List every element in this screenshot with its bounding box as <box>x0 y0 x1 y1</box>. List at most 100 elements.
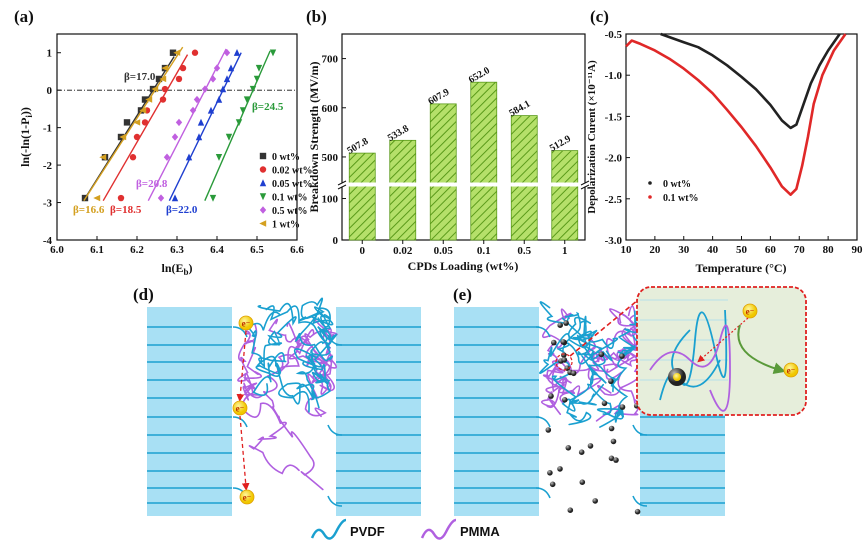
x-tick-label: 80 <box>823 244 835 256</box>
series-0-05-wt-: β=22.0 0.05 wt% <box>166 49 313 216</box>
electron-icon: e⁻ <box>238 315 254 331</box>
y-tick-label: -3 <box>43 198 53 210</box>
x-tick-label: 6.0 <box>50 244 64 256</box>
data-point <box>175 75 183 83</box>
zoom-callout-line <box>569 299 639 357</box>
axis-break-mark <box>337 184 347 190</box>
electron-label: e⁻ <box>243 493 252 503</box>
diagram-d-pristine: e⁻ e⁻ e⁻ <box>147 297 421 516</box>
y-tick-label: 600 <box>322 103 339 115</box>
cpd-particle <box>561 357 568 363</box>
x-tick-label: 6.2 <box>130 244 144 256</box>
pvdf-tie-chain <box>632 424 648 436</box>
y-tick-label: 1 <box>47 48 53 60</box>
legend-label: 0 wt% <box>663 179 691 190</box>
legend-marker <box>259 166 267 173</box>
data-point <box>151 85 159 93</box>
pvdf-tie-chain <box>232 326 248 338</box>
data-point <box>171 133 179 141</box>
pvdf-tie-chain <box>327 424 343 436</box>
trapped-electron-icon <box>668 368 686 386</box>
inset-frame <box>636 286 807 416</box>
legend-marker <box>259 206 267 214</box>
series-0-1-wt-: 0.1 wt% <box>625 33 847 204</box>
panel-label-b: (b) <box>306 7 327 26</box>
data-point <box>249 85 257 93</box>
weibull-plot: 6.0 6.1 6.2 6.3 6.4 6.5 6.610-1-2-3-4ln(Eb)ln(… <box>18 33 313 277</box>
data-point <box>201 85 209 93</box>
cpd-particle <box>608 378 614 385</box>
legend-marker <box>259 220 267 227</box>
cpd-particle <box>547 470 553 476</box>
pvdf-chain <box>539 317 604 406</box>
pvdf-chain <box>278 314 332 413</box>
cpd-particle <box>610 438 617 445</box>
pvdf-chain <box>577 320 629 428</box>
cpd-particle <box>570 370 577 377</box>
diagram-e-cpd-traps: e⁻ e⁻ <box>454 286 807 516</box>
pmma-chain <box>263 329 324 491</box>
plot-frame <box>341 33 586 241</box>
amorphous-region <box>535 301 648 507</box>
data-point <box>173 49 181 56</box>
data-point <box>255 64 263 72</box>
data-point <box>171 194 179 202</box>
data-point <box>235 119 243 127</box>
bar-0.1 <box>470 81 498 241</box>
data-point <box>141 119 149 126</box>
lamella-block <box>336 307 421 516</box>
electron-path-arrow <box>236 330 247 402</box>
data-point <box>93 194 101 202</box>
data-point <box>215 154 223 161</box>
cpd-particle <box>608 425 615 432</box>
pmma-legend-wave <box>420 518 457 540</box>
pvdf-chain <box>567 316 619 416</box>
fit-line <box>168 52 242 201</box>
pvdf-tie-chain <box>535 487 551 499</box>
panel-label-c: (c) <box>590 7 609 26</box>
data-point <box>157 194 165 202</box>
x-tick-label: 6.5 <box>250 244 264 256</box>
pvdf-legend-label: PVDF <box>350 524 385 539</box>
beta-label: β=18.5 <box>110 204 142 216</box>
data-point <box>223 75 231 83</box>
pvdf-tie-chain <box>327 495 343 507</box>
data-point <box>209 194 217 202</box>
release-arrow <box>737 324 786 375</box>
panel-label-e: (e) <box>453 285 472 304</box>
data-point <box>227 64 235 72</box>
data-point <box>123 119 131 126</box>
pmma-legend-label: PMMA <box>460 524 500 539</box>
trap-capture-arrow <box>697 317 749 363</box>
y-axis-label-sub: i <box>24 115 34 118</box>
series-0-5-wt-: β=20.8 0.5 wt% <box>136 48 308 217</box>
y-axis-label: Breakdown Strength (MV/m) <box>307 62 321 213</box>
x-axis-label-main: ln(E <box>161 261 183 275</box>
amorphous-region <box>232 297 343 507</box>
y-tick-label: -1.5 <box>605 111 623 123</box>
legend-marker <box>259 179 267 187</box>
electron-label: e⁻ <box>242 319 251 329</box>
series-0-wt-: 0 wt% <box>648 32 841 190</box>
fit-line <box>102 54 189 202</box>
cpd-particle <box>598 351 605 358</box>
trapped-electron-core <box>673 373 681 381</box>
fit-line <box>83 46 184 202</box>
electron-circle <box>783 362 799 378</box>
data-point <box>161 64 169 72</box>
data-point <box>253 75 261 83</box>
legend-label: 0.02 wt% <box>272 166 313 177</box>
data-point <box>189 106 197 115</box>
pvdf-tie-chain <box>232 416 248 428</box>
electron-label: e⁻ <box>746 307 755 317</box>
cpd-particle <box>557 466 563 472</box>
x-tick-label: 6.3 <box>170 244 184 256</box>
y-axis-label-main: ln(-ln(1-P <box>18 118 32 167</box>
cpd-particle <box>545 427 552 433</box>
data-point <box>225 133 233 141</box>
cpd-particle <box>549 481 556 488</box>
pvdf-tie-chain <box>535 416 551 428</box>
pmma-chain <box>304 316 338 385</box>
data-point <box>159 96 167 103</box>
